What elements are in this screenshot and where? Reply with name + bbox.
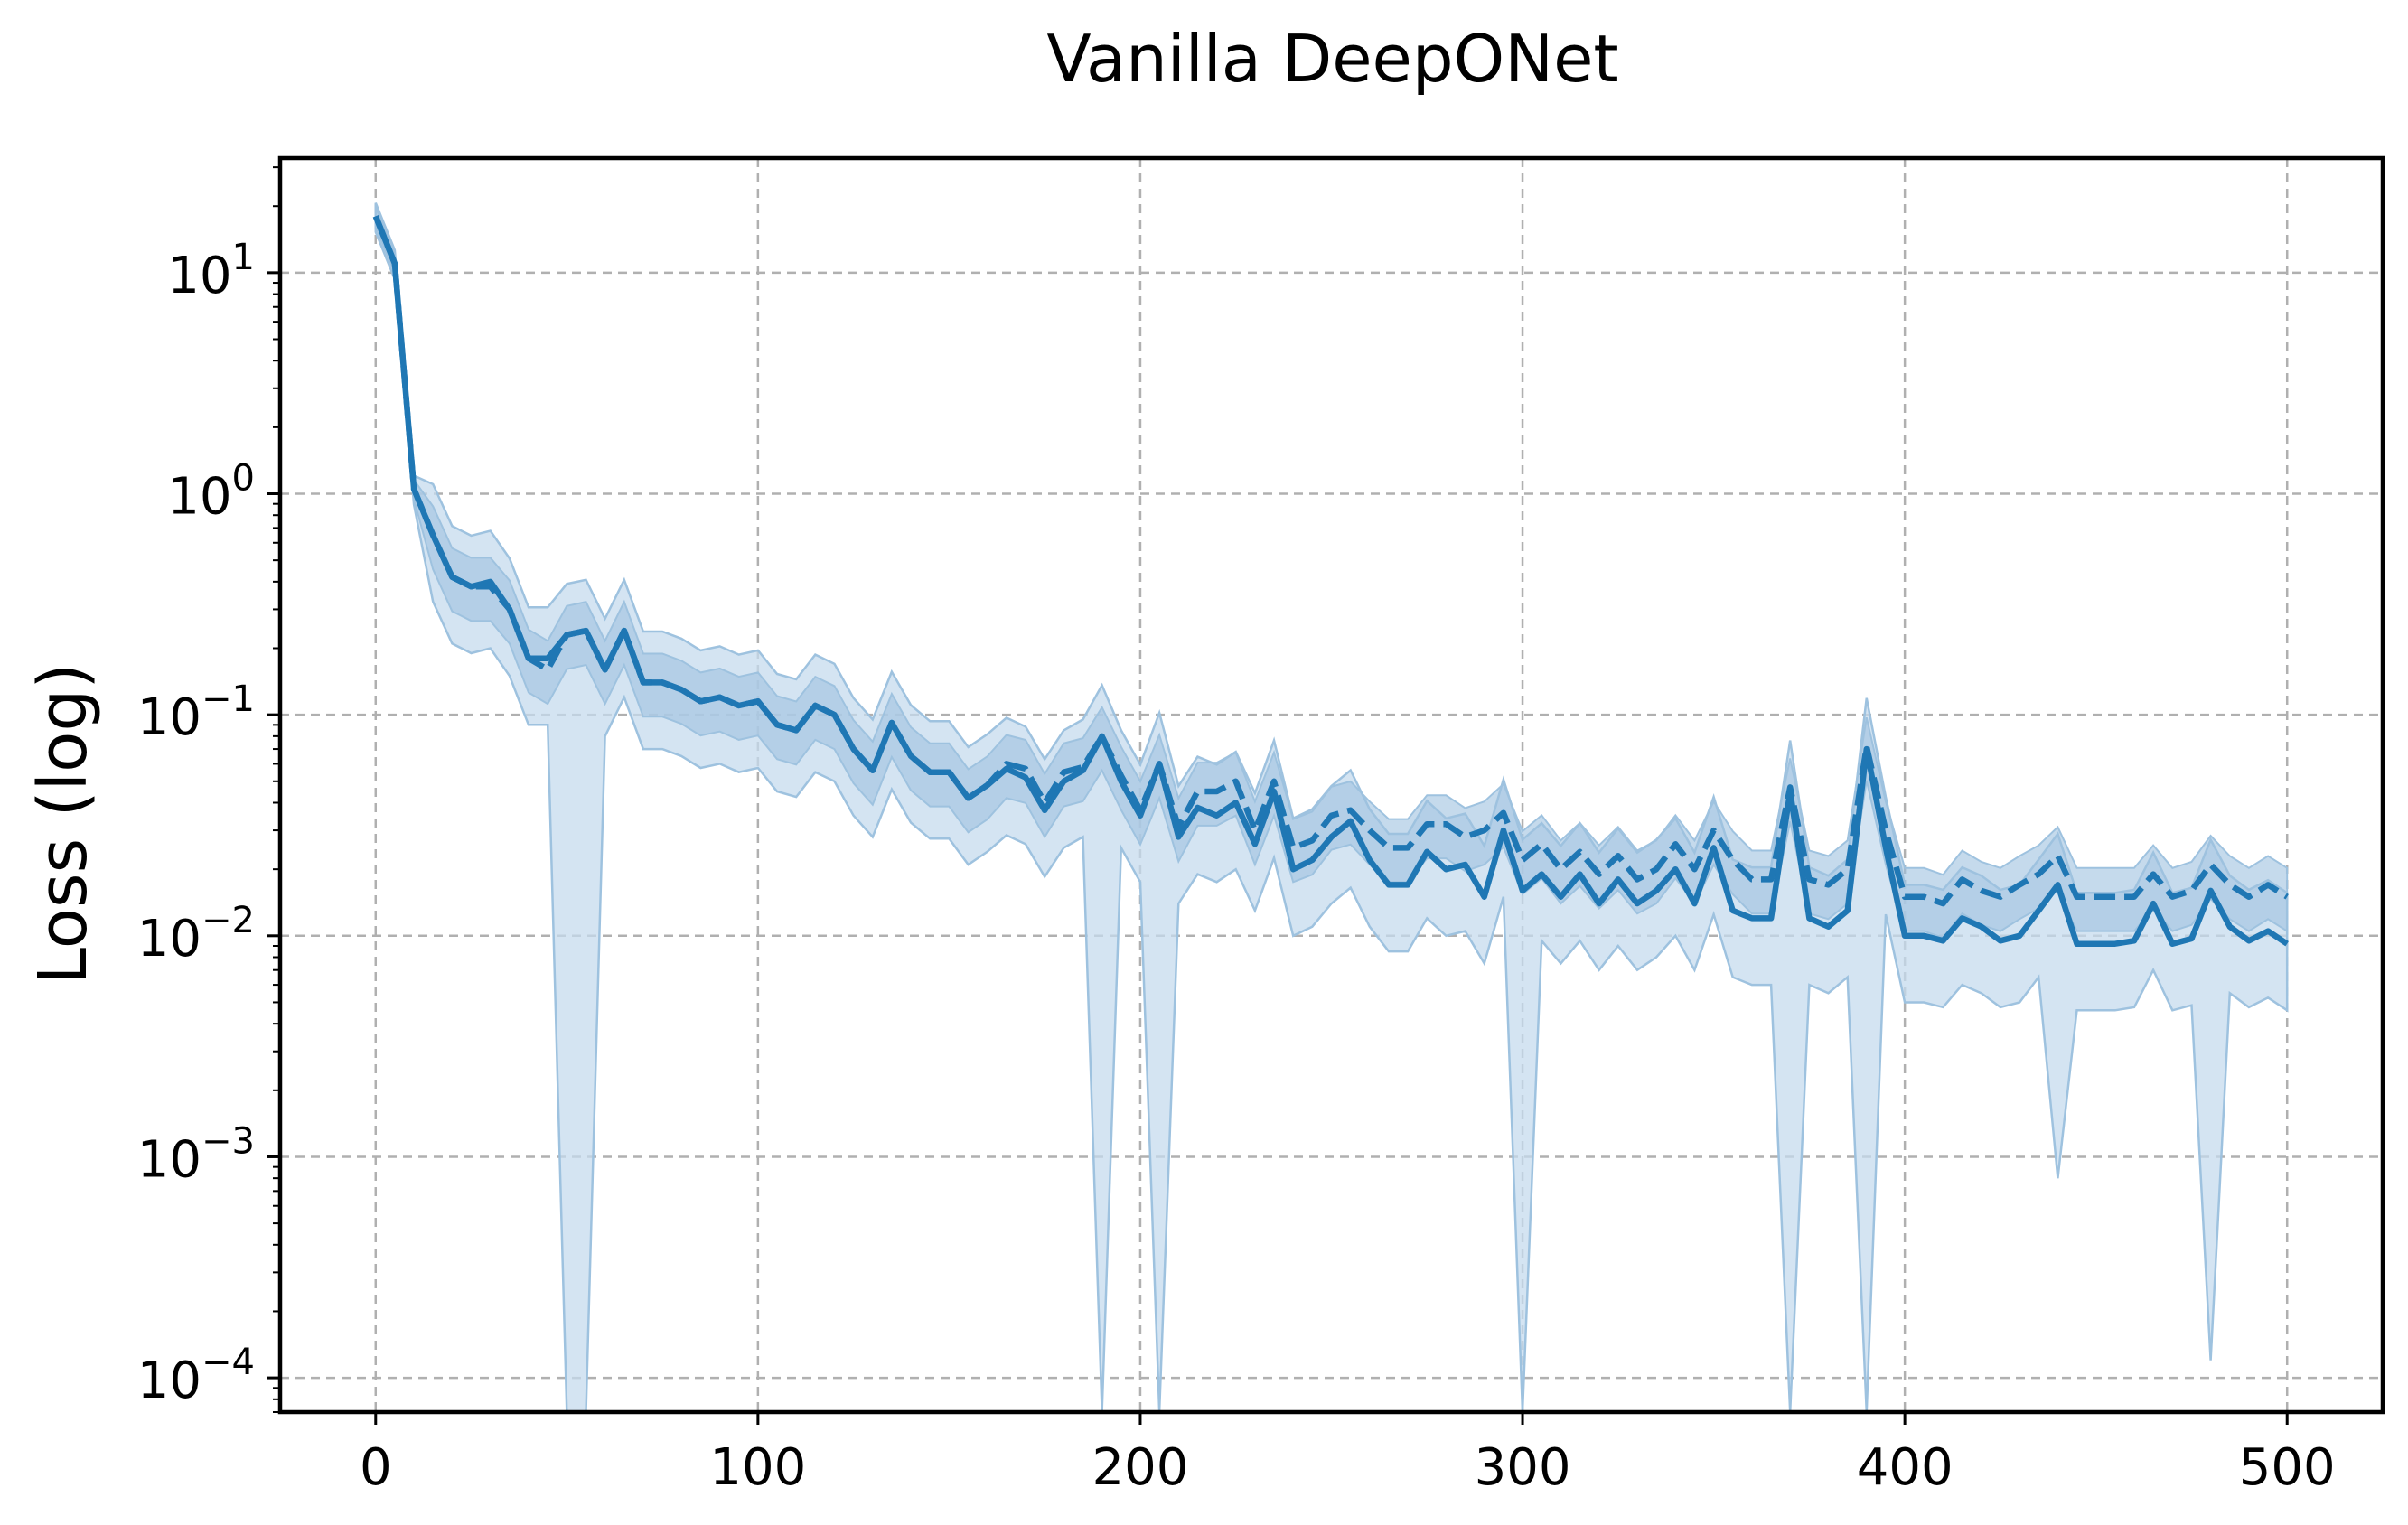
x-tick-label: 400 — [1857, 1438, 1954, 1497]
plot-frame — [277, 155, 2385, 1415]
series-lines — [372, 215, 2290, 947]
x-tick-label: 300 — [1475, 1438, 1571, 1497]
series-line-solid — [372, 215, 2290, 947]
x-tick-label: 100 — [709, 1438, 806, 1497]
axis-ticks: 0 100 200 300 400 500 10−4 10−3 10−2 10−1 100 101 — [137, 166, 2336, 1497]
series-line-dashed — [372, 215, 2289, 907]
y-tick-label: 10−4 — [137, 1342, 255, 1410]
y-tick-label: 10−1 — [137, 678, 255, 747]
y-tick-label: 101 — [167, 237, 255, 305]
x-tick-label: 0 — [360, 1438, 392, 1497]
x-tick-label: 500 — [2239, 1438, 2336, 1497]
confidence-bands — [374, 202, 2289, 1414]
y-axis-label: Loss (log) — [24, 663, 102, 985]
y-tick-label: 10−3 — [137, 1120, 255, 1189]
chart-title: Vanilla DeepONet — [1046, 21, 1618, 97]
band-dashed-series — [374, 206, 2289, 940]
x-tick-label: 200 — [1092, 1438, 1189, 1497]
y-tick-label: 100 — [167, 458, 255, 527]
y-tick-label: 10−2 — [137, 900, 255, 968]
